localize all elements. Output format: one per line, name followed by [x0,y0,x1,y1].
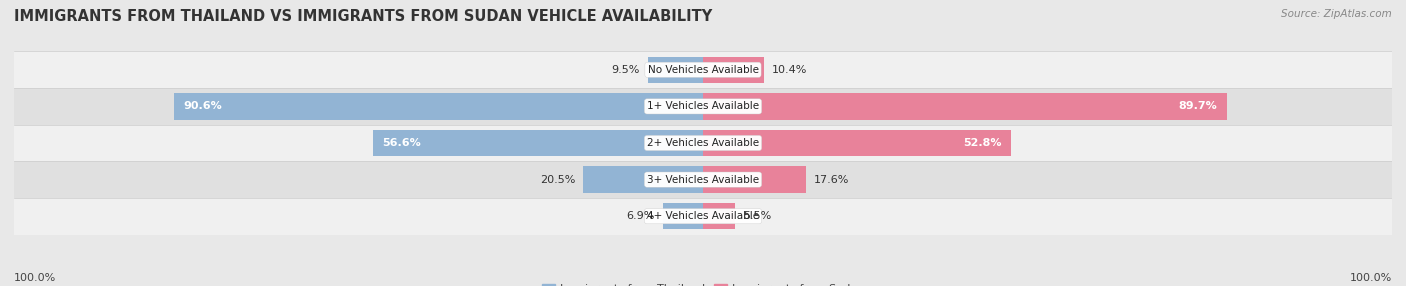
Text: 56.6%: 56.6% [382,138,420,148]
Text: 89.7%: 89.7% [1178,102,1218,111]
Bar [14,88,1392,125]
Text: 9.5%: 9.5% [612,65,640,75]
Bar [14,198,1392,235]
Text: 4+ Vehicles Available: 4+ Vehicles Available [647,211,759,221]
Bar [14,125,1392,161]
Text: No Vehicles Available: No Vehicles Available [648,65,758,75]
Text: 1+ Vehicles Available: 1+ Vehicles Available [647,102,759,111]
Bar [703,57,763,83]
Bar [373,130,703,156]
Bar [703,93,1226,120]
Text: Source: ZipAtlas.com: Source: ZipAtlas.com [1281,9,1392,19]
Text: 2+ Vehicles Available: 2+ Vehicles Available [647,138,759,148]
Text: 10.4%: 10.4% [772,65,807,75]
Bar [662,203,703,229]
Bar [648,57,703,83]
Text: 100.0%: 100.0% [1350,273,1392,283]
Legend: Immigrants from Thailand, Immigrants from Sudan: Immigrants from Thailand, Immigrants fro… [537,279,869,286]
Text: 5.5%: 5.5% [742,211,770,221]
Text: 52.8%: 52.8% [963,138,1001,148]
Bar [703,130,1011,156]
Text: 6.9%: 6.9% [627,211,655,221]
Text: 100.0%: 100.0% [14,273,56,283]
Bar [174,93,703,120]
Text: 90.6%: 90.6% [184,102,222,111]
Bar [14,51,1392,88]
Text: IMMIGRANTS FROM THAILAND VS IMMIGRANTS FROM SUDAN VEHICLE AVAILABILITY: IMMIGRANTS FROM THAILAND VS IMMIGRANTS F… [14,9,713,23]
Bar [583,166,703,193]
Bar [703,203,735,229]
Text: 20.5%: 20.5% [540,175,575,184]
Text: 17.6%: 17.6% [814,175,849,184]
Bar [703,166,806,193]
Bar [14,161,1392,198]
Text: 3+ Vehicles Available: 3+ Vehicles Available [647,175,759,184]
